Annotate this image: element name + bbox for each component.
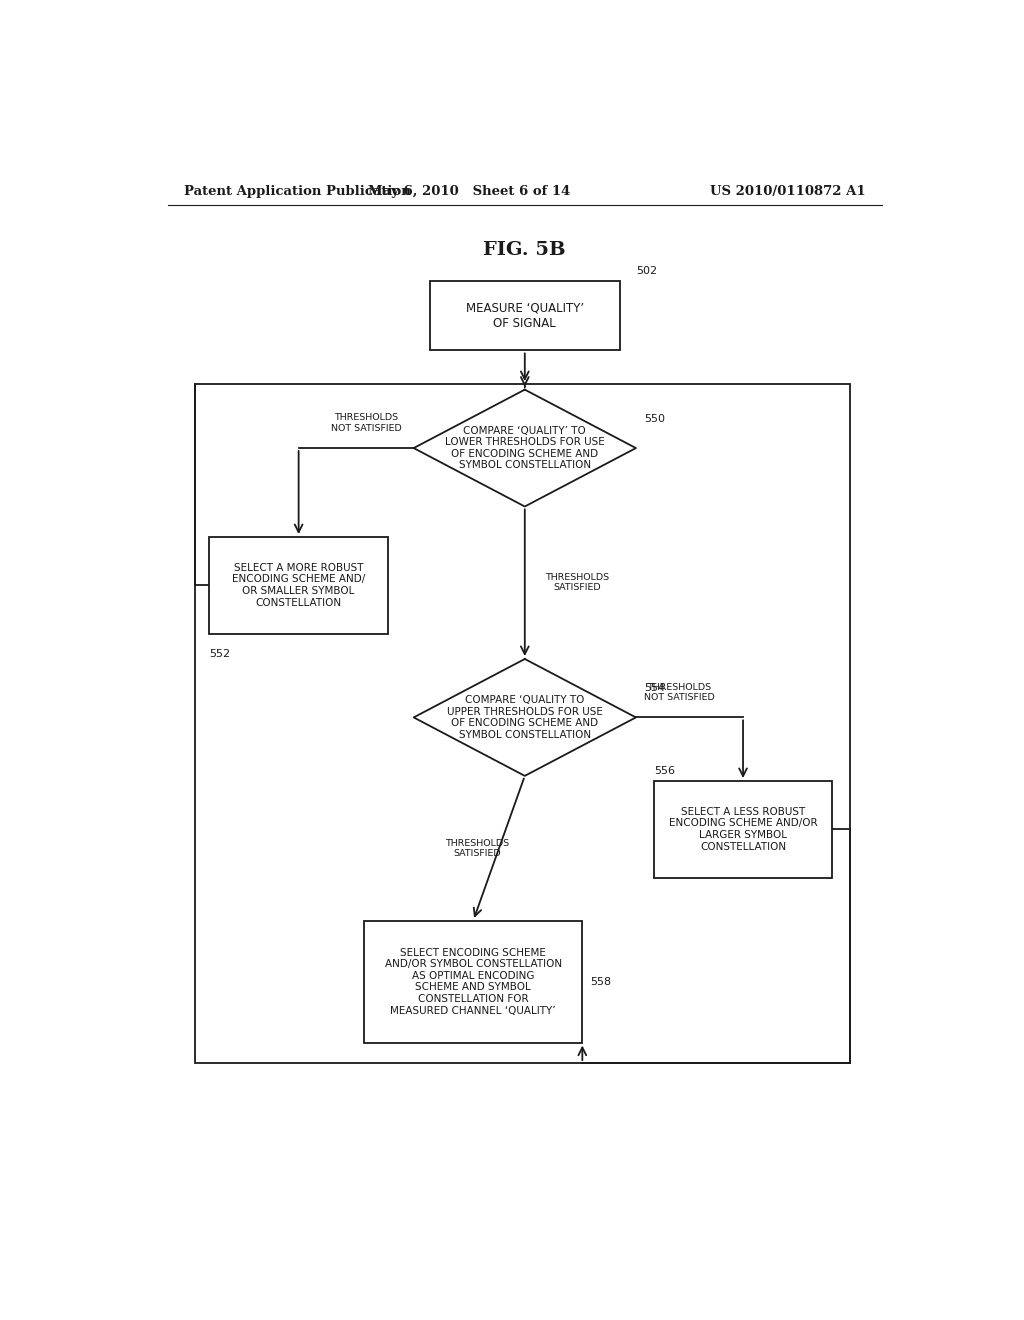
Text: 554: 554 — [644, 684, 665, 693]
Text: COMPARE ‘QUALITY TO
UPPER THRESHOLDS FOR USE
OF ENCODING SCHEME AND
SYMBOL CONST: COMPARE ‘QUALITY TO UPPER THRESHOLDS FOR… — [446, 696, 603, 739]
Text: COMPARE ‘QUALITY’ TO
LOWER THRESHOLDS FOR USE
OF ENCODING SCHEME AND
SYMBOL CONS: COMPARE ‘QUALITY’ TO LOWER THRESHOLDS FO… — [444, 425, 605, 470]
Text: 558: 558 — [590, 977, 611, 986]
Text: SELECT ENCODING SCHEME
AND/OR SYMBOL CONSTELLATION
AS OPTIMAL ENCODING
SCHEME AN: SELECT ENCODING SCHEME AND/OR SYMBOL CON… — [385, 948, 562, 1015]
Text: 502: 502 — [636, 267, 657, 276]
Text: MEASURE ‘QUALITY’
OF SIGNAL: MEASURE ‘QUALITY’ OF SIGNAL — [466, 302, 584, 330]
Text: 550: 550 — [644, 414, 665, 424]
Text: THRESHOLDS
NOT SATISFIED: THRESHOLDS NOT SATISFIED — [644, 682, 715, 702]
Text: FIG. 5B: FIG. 5B — [483, 240, 566, 259]
Text: SELECT A MORE ROBUST
ENCODING SCHEME AND/
OR SMALLER SYMBOL
CONSTELLATION: SELECT A MORE ROBUST ENCODING SCHEME AND… — [232, 562, 366, 607]
Bar — [209, 537, 388, 634]
Text: Patent Application Publication: Patent Application Publication — [183, 185, 411, 198]
Text: THRESHOLDS
SATISFIED: THRESHOLDS SATISFIED — [445, 838, 510, 858]
Bar — [196, 384, 850, 1063]
Text: THRESHOLDS
SATISFIED: THRESHOLDS SATISFIED — [545, 573, 608, 593]
Text: THRESHOLDS
NOT SATISFIED: THRESHOLDS NOT SATISFIED — [331, 413, 401, 433]
Text: 552: 552 — [209, 649, 230, 659]
Text: 556: 556 — [653, 766, 675, 776]
Text: US 2010/0110872 A1: US 2010/0110872 A1 — [711, 185, 866, 198]
Bar — [653, 781, 833, 878]
Bar — [365, 921, 583, 1043]
Text: May 6, 2010   Sheet 6 of 14: May 6, 2010 Sheet 6 of 14 — [368, 185, 570, 198]
Text: SELECT A LESS ROBUST
ENCODING SCHEME AND/OR
LARGER SYMBOL
CONSTELLATION: SELECT A LESS ROBUST ENCODING SCHEME AND… — [669, 807, 817, 851]
Bar — [430, 281, 621, 351]
